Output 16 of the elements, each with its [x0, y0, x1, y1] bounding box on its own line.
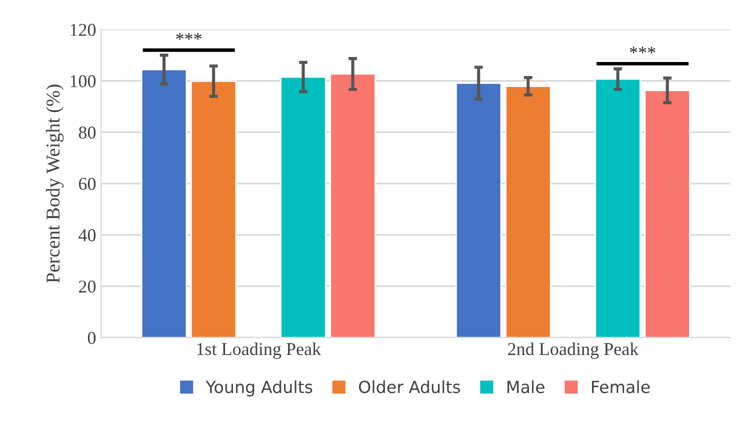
x-tick-label: 2nd Loading Peak: [508, 342, 639, 359]
y-tick-label: 20: [78, 280, 96, 293]
y-tick-label: 80: [78, 126, 96, 139]
legend-label: Young Adults: [206, 380, 312, 396]
y-tick-label: 60: [78, 178, 96, 190]
annotation: ***: [176, 33, 202, 40]
legend-label: Older Adults: [358, 380, 460, 394]
legend-label: Female: [592, 380, 650, 394]
y-axis-title: Percent Body Weight (%): [46, 84, 64, 283]
legend-label: Male: [508, 380, 544, 394]
y-tick-label: 40: [78, 229, 96, 242]
y-tick-label: 100: [70, 75, 96, 88]
annotation: ***: [630, 46, 656, 54]
x-tick-label: 1st Loading Peak: [197, 342, 322, 359]
y-tick-label: 0: [88, 332, 96, 344]
y-tick-label: 120: [70, 24, 96, 36]
